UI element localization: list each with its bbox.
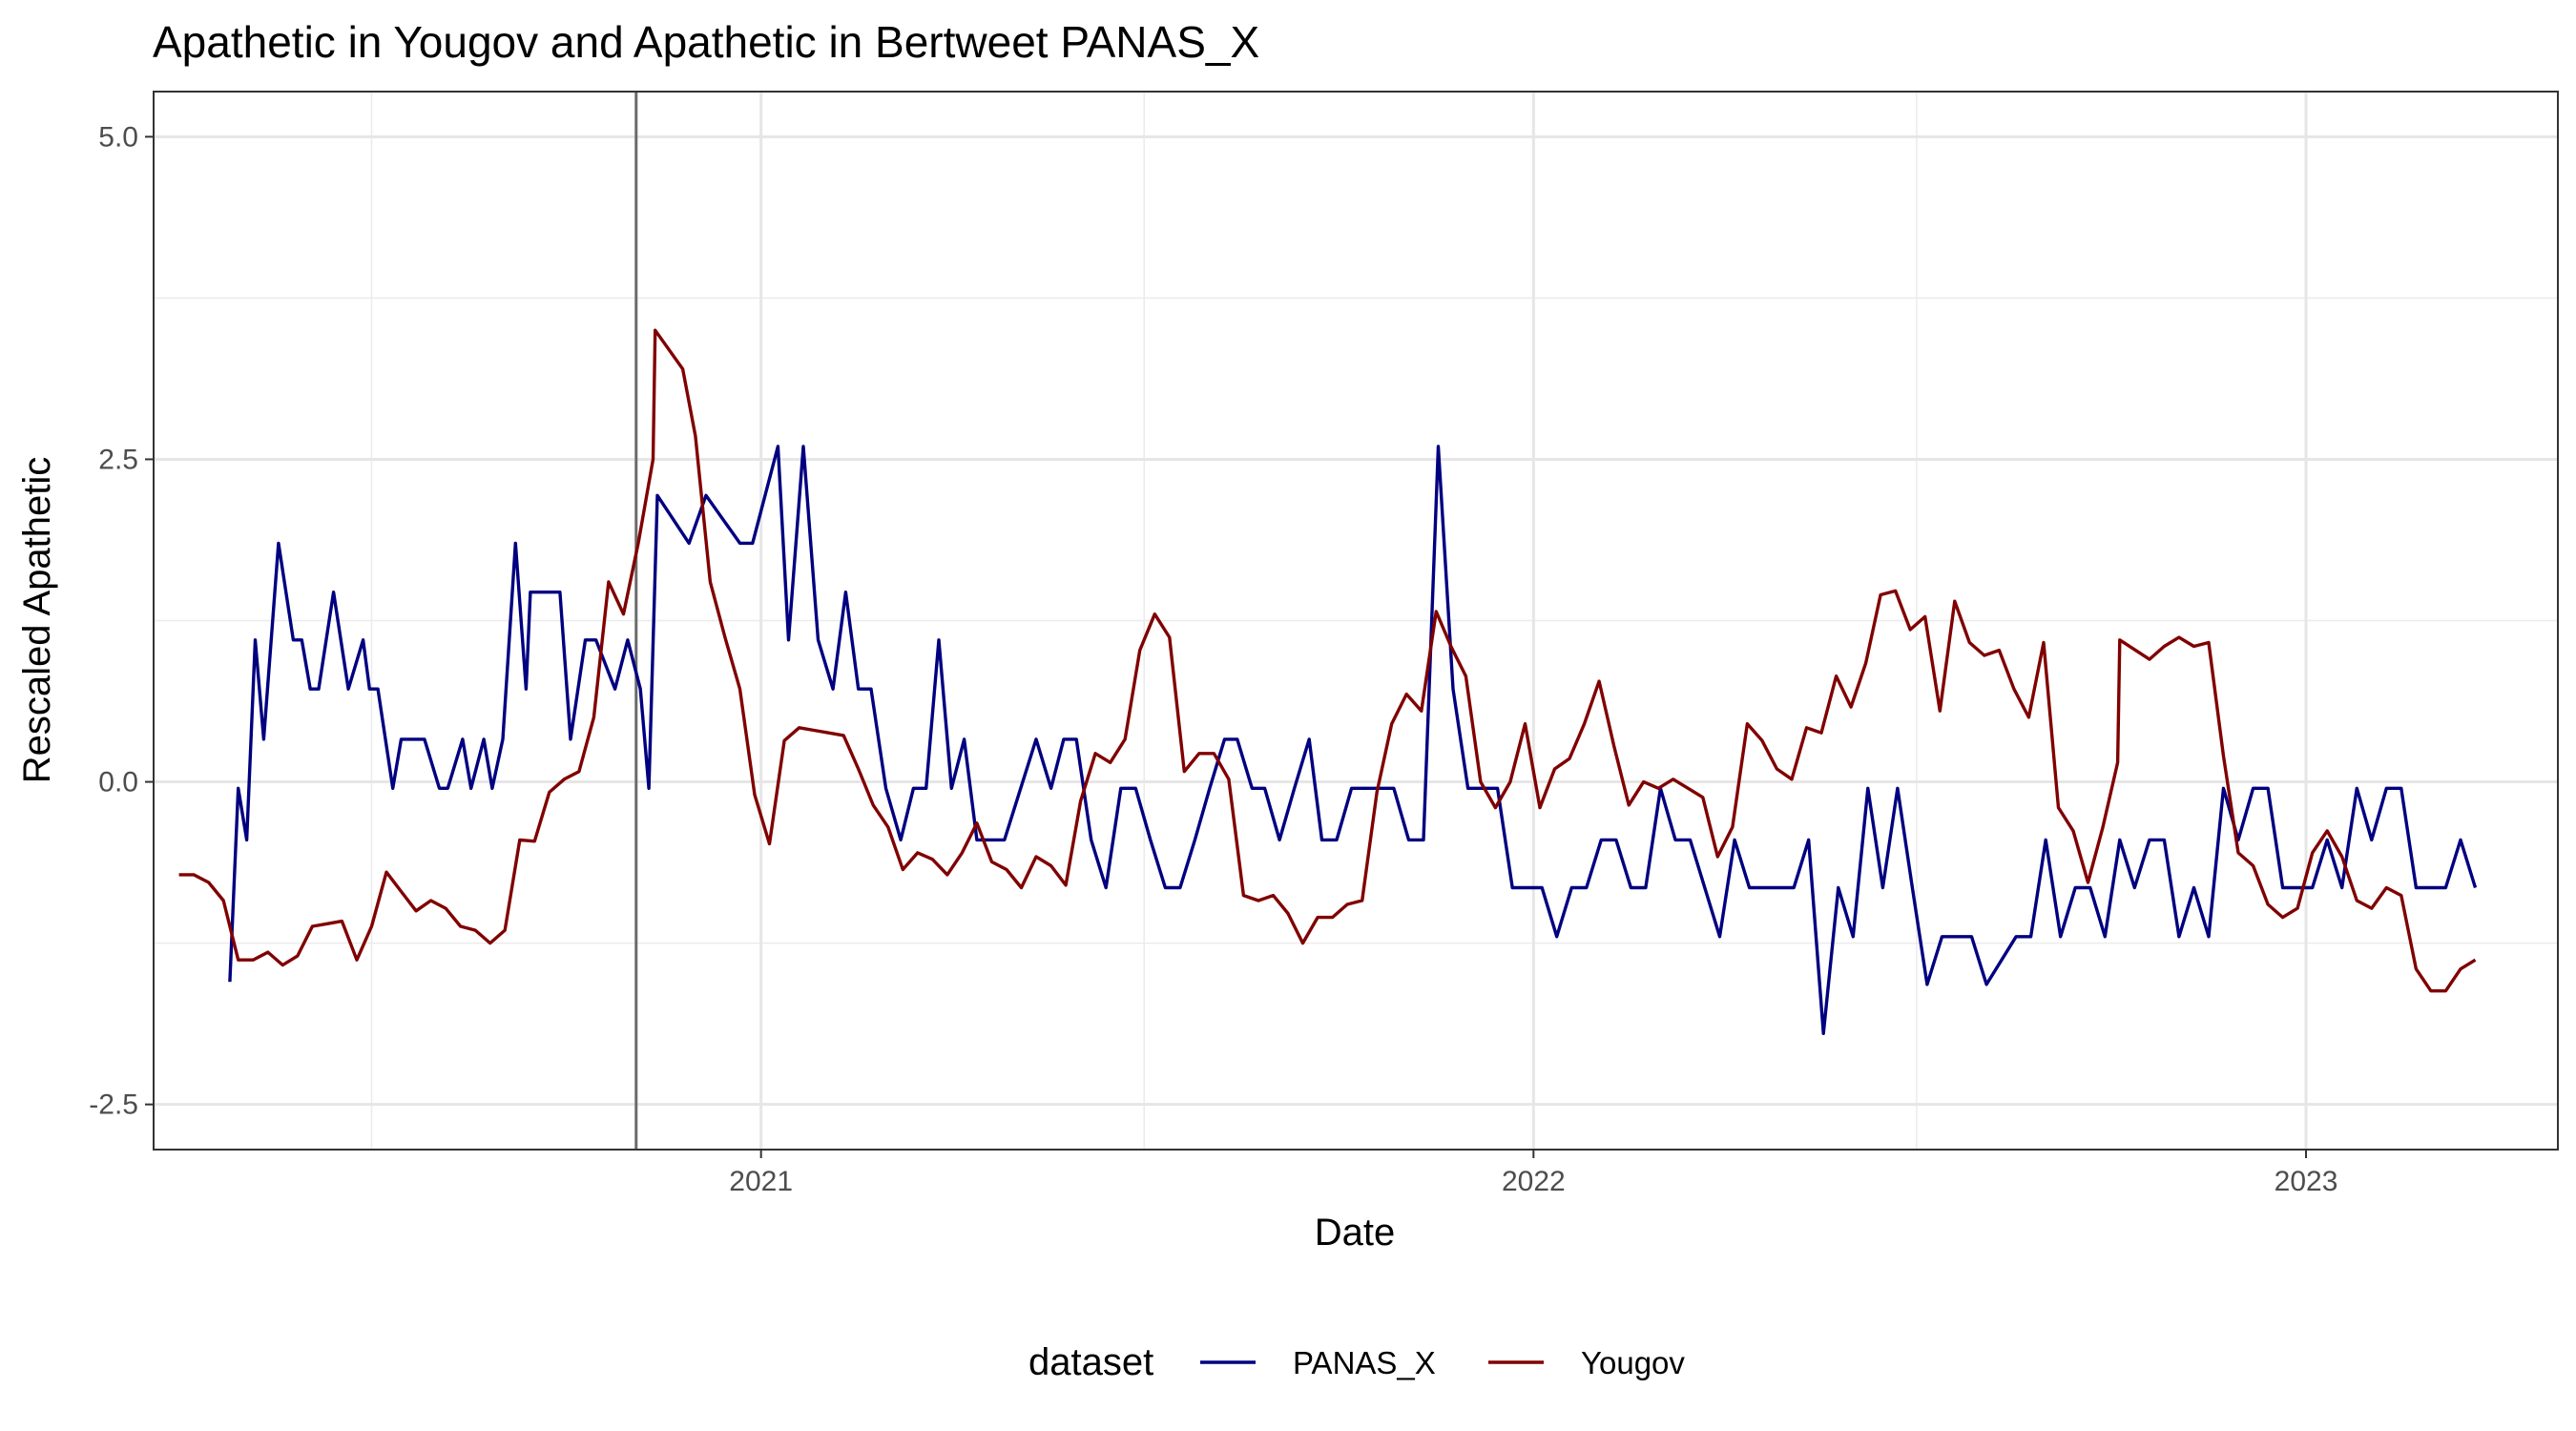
series-line-panas-x: [228, 445, 2478, 1036]
plot-panel-border: [153, 91, 2559, 1151]
series-layer: [178, 328, 2478, 1036]
x-axis-title: Date: [1315, 1212, 1396, 1254]
legend: dataset PANAS_X Yougov: [1028, 1341, 1685, 1383]
y-tick-label: -2.5: [89, 1089, 138, 1121]
y-axis-title: Rescaled Apathetic: [16, 457, 58, 783]
y-tick-label: 2.5: [98, 444, 138, 475]
x-tick-label: 2021: [729, 1166, 793, 1197]
legend-title: dataset: [1028, 1341, 1153, 1383]
series-line-yougov: [178, 328, 2477, 993]
legend-label: PANAS_X: [1293, 1345, 1436, 1380]
chart-title: Apathetic in Yougov and Apathetic in Ber…: [153, 17, 1259, 67]
axis-layer: -2.5 0.0 2.5 5.0 2021 2022 2023: [89, 121, 2337, 1197]
x-tick-label: 2022: [1502, 1166, 1566, 1197]
legend-label: Yougov: [1581, 1345, 1685, 1380]
y-tick-label: 0.0: [98, 767, 138, 798]
grid-layer: [154, 92, 2558, 1150]
y-tick-label: 5.0: [98, 121, 138, 153]
x-tick-label: 2023: [2275, 1166, 2338, 1197]
